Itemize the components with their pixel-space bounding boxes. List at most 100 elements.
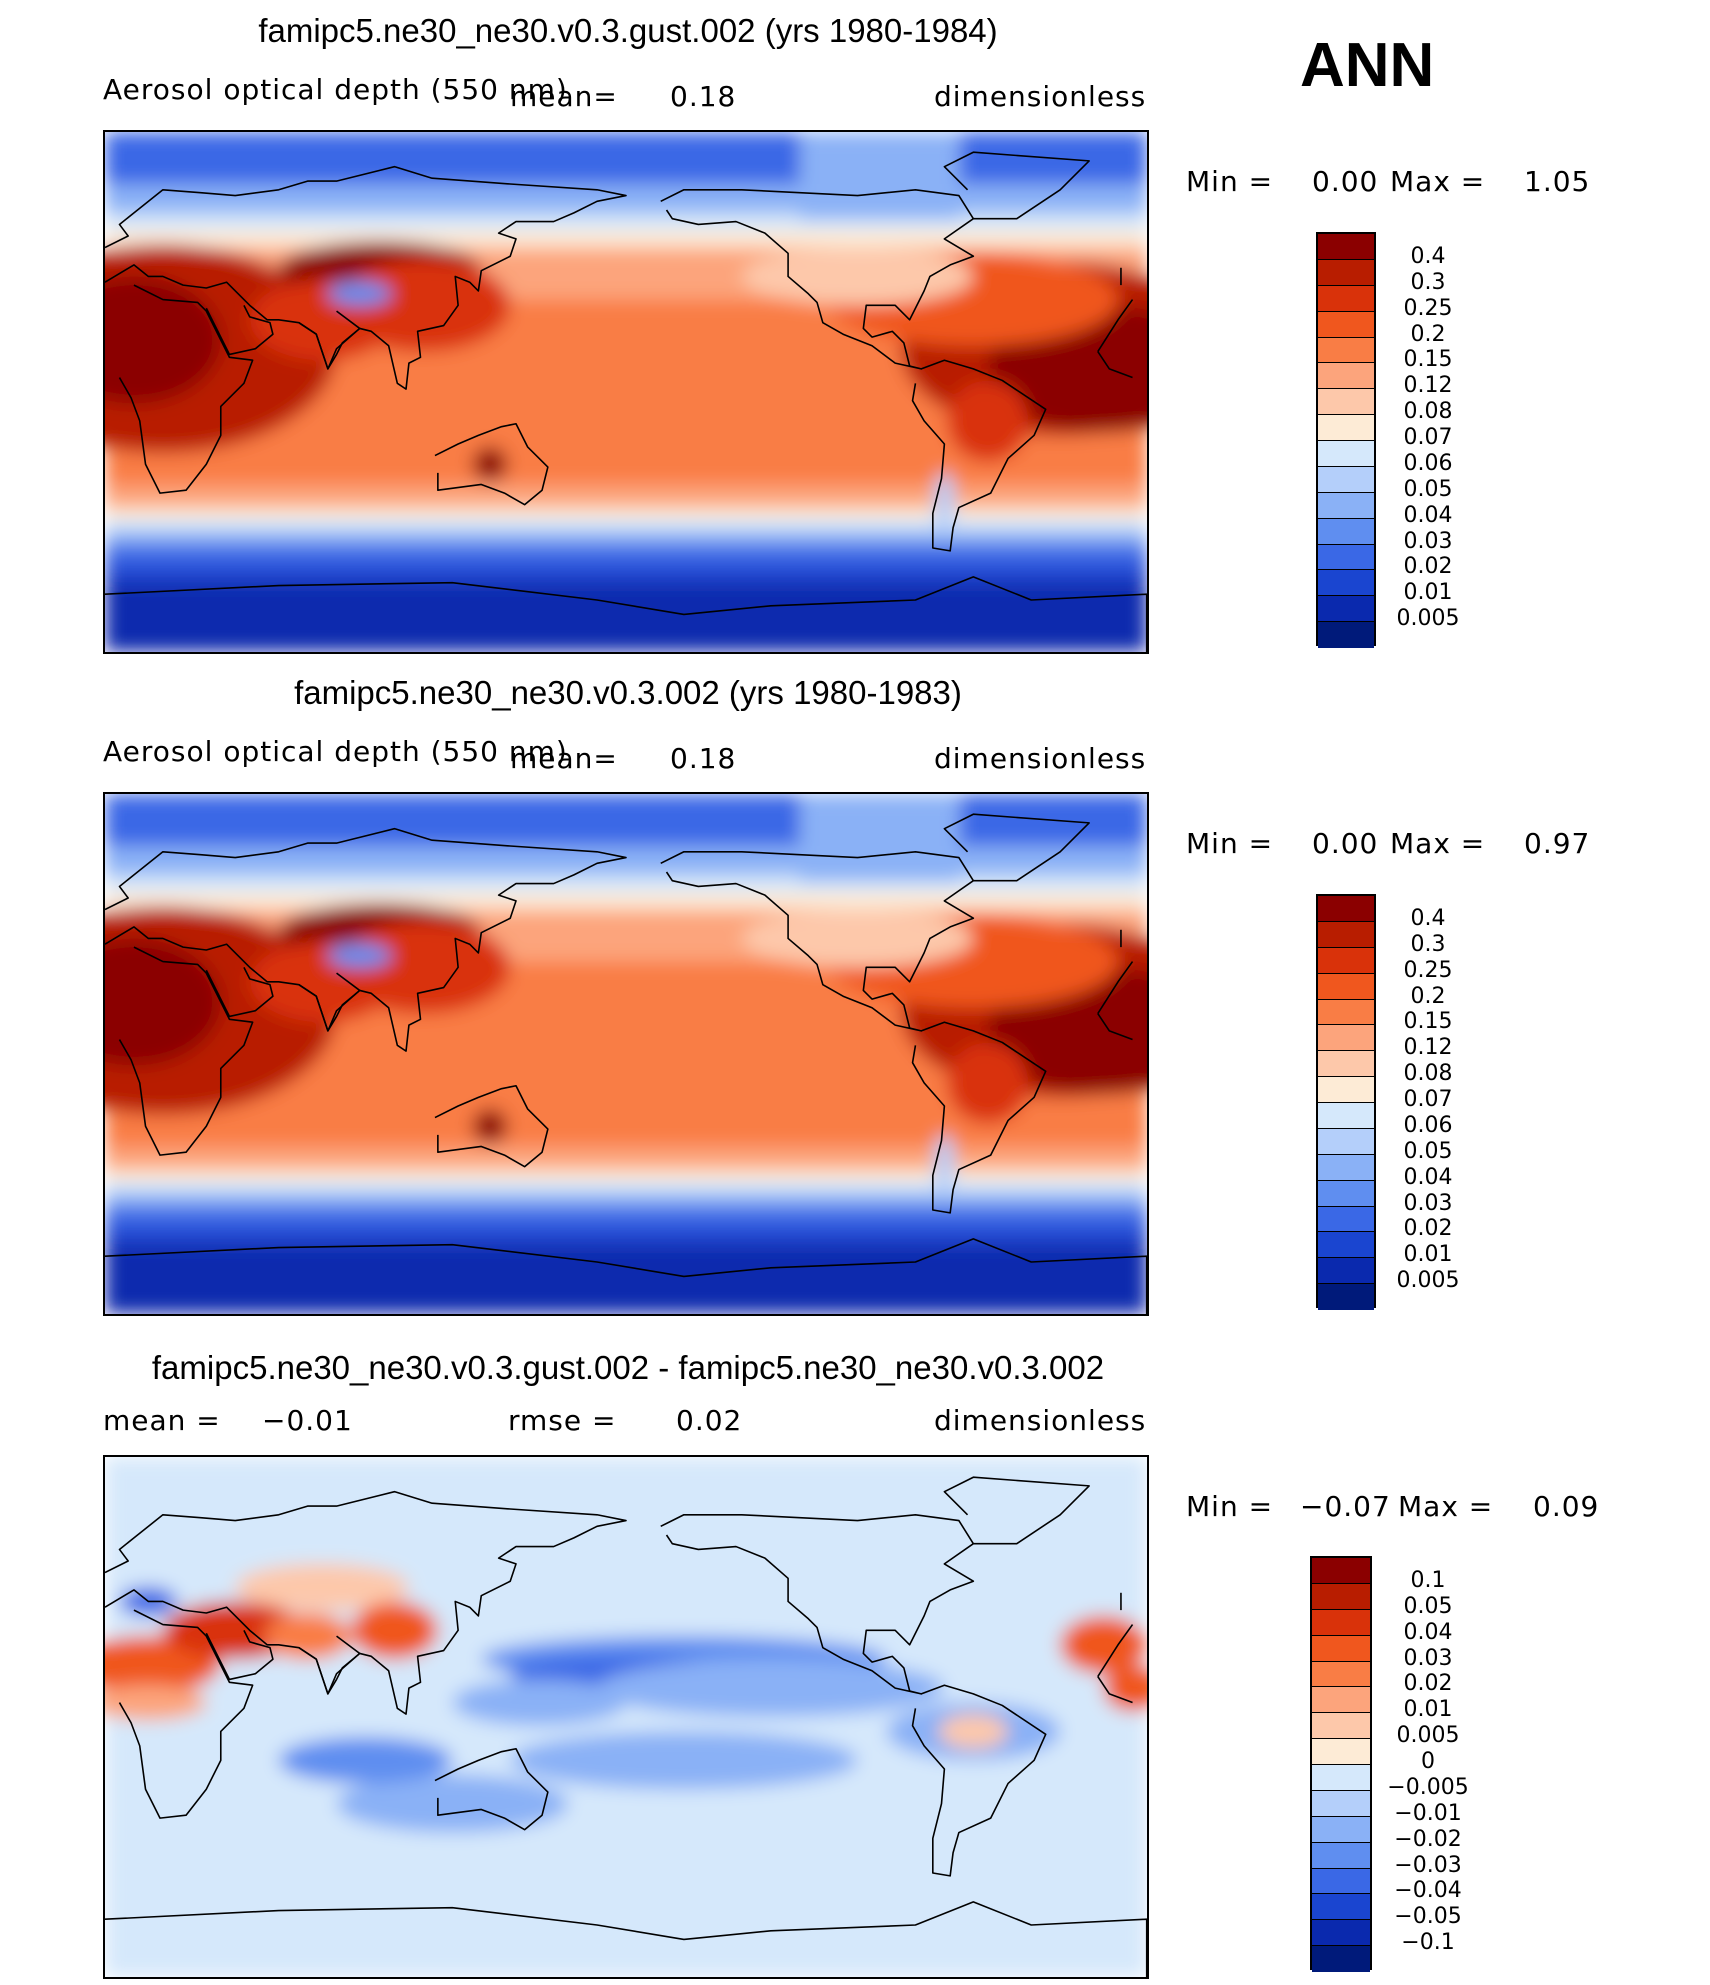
- colorbar-swatch: [1312, 1946, 1370, 1972]
- colorbar-tick-label: 0.12: [1403, 373, 1453, 399]
- colorbar-swatch: [1312, 1868, 1370, 1895]
- panel3-min-label: Min =: [1186, 1490, 1274, 1523]
- colorbar-tick-label: 0.4: [1410, 243, 1446, 269]
- colorbar-swatch: [1318, 570, 1374, 597]
- panel3-colorbar: [1310, 1556, 1372, 1972]
- colorbar-tick-label: 0.3: [1410, 931, 1446, 957]
- colorbar-swatch: [1318, 363, 1374, 390]
- colorbar-swatch: [1318, 1206, 1374, 1233]
- colorbar-swatch: [1312, 1894, 1370, 1921]
- colorbar-tick-label: −0.01: [1394, 1800, 1462, 1826]
- panel3-max-label: Max =: [1398, 1490, 1494, 1523]
- colorbar-tick-label: 0.03: [1403, 1645, 1453, 1671]
- colorbar-tick-label: 0.12: [1403, 1035, 1453, 1061]
- colorbar-swatch: [1312, 1739, 1370, 1765]
- colorbar-tick-label: 0.04: [1403, 1619, 1453, 1645]
- colorbar-swatch: [1318, 947, 1374, 974]
- colorbar-swatch: [1318, 259, 1374, 286]
- colorbar-swatch: [1312, 1713, 1370, 1740]
- colorbar-tick-label: 0.08: [1403, 399, 1453, 425]
- panel1-min-value: 0.00: [1312, 165, 1379, 198]
- colorbar-swatch: [1312, 1920, 1370, 1947]
- panel1-max-label: Max =: [1390, 165, 1486, 198]
- panel2-variable: Aerosol optical depth (550 nm): [103, 735, 568, 768]
- colorbar-swatch: [1312, 1765, 1370, 1791]
- colorbar-swatch: [1318, 999, 1374, 1026]
- colorbar-tick-label: 0.02: [1403, 1216, 1453, 1242]
- colorbar-tick-label: 0.08: [1403, 1061, 1453, 1087]
- colorbar-swatch: [1318, 234, 1374, 260]
- colorbar-tick-label: 0.05: [1403, 1138, 1453, 1164]
- panel3-max-value: 0.09: [1533, 1490, 1600, 1523]
- colorbar-tick-label: 0.06: [1403, 450, 1453, 476]
- colorbar-swatch: [1312, 1816, 1370, 1843]
- colorbar-tick-label: 0.2: [1410, 983, 1446, 1009]
- colorbar-tick-label: 0.04: [1403, 502, 1453, 528]
- season-label: ANN: [1300, 31, 1435, 100]
- colorbar-tick-label: 0.01: [1403, 1242, 1453, 1268]
- colorbar-swatch: [1318, 544, 1374, 571]
- colorbar-tick-label: 0.005: [1396, 1723, 1460, 1749]
- panel2-max-value: 0.97: [1524, 827, 1591, 860]
- panel2-min-label: Min =: [1186, 827, 1274, 860]
- panel2-units: dimensionless: [934, 742, 1147, 775]
- colorbar-tick-label: 0.15: [1403, 347, 1453, 373]
- colorbar-swatch: [1318, 518, 1374, 545]
- panel2-title: famipc5.ne30_ne30.v0.3.002 (yrs 1980-198…: [294, 674, 962, 711]
- panel3-mean-label: mean =: [103, 1404, 221, 1437]
- colorbar-swatch: [1318, 921, 1374, 948]
- colorbar-tick-label: −0.05: [1394, 1904, 1462, 1930]
- map-field: [105, 1457, 1147, 1977]
- panel2-mean-label: mean=: [510, 742, 618, 775]
- colorbar-tick-label: 0.02: [1403, 554, 1453, 580]
- colorbar-tick-label: 0.005: [1396, 606, 1460, 632]
- colorbar-swatch: [1318, 285, 1374, 312]
- panel3-rmse-label: rmse =: [508, 1404, 617, 1437]
- panel1-min-label: Min =: [1186, 165, 1274, 198]
- colorbar-swatch: [1312, 1661, 1370, 1688]
- panel1-mean-value: 0.18: [670, 80, 737, 113]
- panel1-colorbar: [1316, 232, 1376, 648]
- colorbar-swatch: [1312, 1558, 1370, 1584]
- colorbar-tick-label: −0.04: [1394, 1878, 1462, 1904]
- panel1-title: famipc5.ne30_ne30.v0.3.gust.002 (yrs 198…: [258, 12, 998, 49]
- colorbar-swatch: [1318, 1025, 1374, 1052]
- colorbar-swatch: [1318, 337, 1374, 364]
- colorbar-tick-label: 0.03: [1403, 1190, 1453, 1216]
- colorbar-tick-label: 0.3: [1410, 269, 1446, 295]
- colorbar-swatch: [1318, 1077, 1374, 1103]
- colorbar-tick-label: 0: [1421, 1749, 1435, 1774]
- panel2-max-label: Max =: [1390, 827, 1486, 860]
- colorbar-tick-label: 0.005: [1396, 1268, 1460, 1294]
- colorbar-swatch: [1318, 466, 1374, 493]
- colorbar-tick-label: −0.1: [1401, 1930, 1455, 1956]
- panel1-units: dimensionless: [934, 80, 1147, 113]
- colorbar-tick-label: −0.02: [1394, 1826, 1462, 1852]
- colorbar-swatch: [1318, 1051, 1374, 1078]
- colorbar-tick-label: −0.03: [1394, 1852, 1462, 1878]
- colorbar-tick-label: 0.01: [1403, 580, 1453, 606]
- colorbar-swatch: [1312, 1583, 1370, 1610]
- colorbar-swatch: [1312, 1842, 1370, 1869]
- panel3-min-value: −0.07: [1300, 1490, 1391, 1523]
- colorbar-swatch: [1318, 1103, 1374, 1129]
- colorbar-swatch: [1318, 1232, 1374, 1259]
- panel2-min-value: 0.00: [1312, 827, 1379, 860]
- colorbar-tick-label: 0.01: [1403, 1697, 1453, 1723]
- colorbar-tick-label: 0.05: [1403, 1593, 1453, 1619]
- colorbar-tick-label: 0.4: [1410, 905, 1446, 931]
- colorbar-swatch: [1318, 973, 1374, 1000]
- coastlines: [105, 1476, 1147, 1977]
- colorbar-swatch: [1318, 1154, 1374, 1181]
- panel2-map: [103, 792, 1149, 1316]
- colorbar-tick-label: 0.04: [1403, 1164, 1453, 1190]
- colorbar-swatch: [1318, 492, 1374, 519]
- panel3-mean-value: −0.01: [262, 1404, 353, 1437]
- colorbar-tick-label: 0.1: [1410, 1567, 1446, 1593]
- colorbar-swatch: [1312, 1790, 1370, 1817]
- colorbar-swatch: [1318, 389, 1374, 416]
- panel2-colorbar: [1316, 894, 1376, 1310]
- colorbar-tick-label: 0.05: [1403, 476, 1453, 502]
- colorbar-swatch: [1318, 441, 1374, 467]
- panel1-max-value: 1.05: [1524, 165, 1591, 198]
